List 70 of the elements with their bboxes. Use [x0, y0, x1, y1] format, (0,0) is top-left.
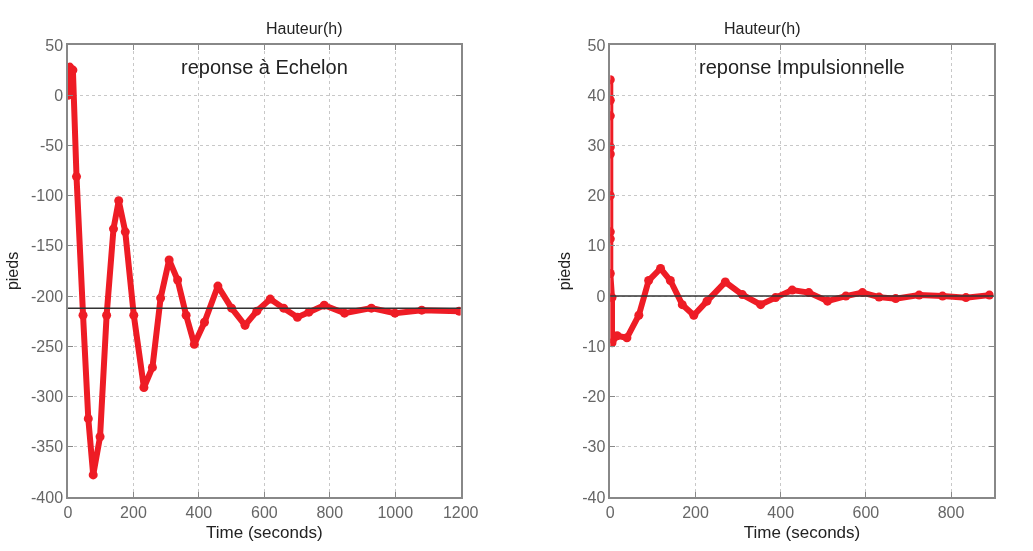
- point: [689, 310, 699, 320]
- point: [644, 276, 654, 286]
- y-tick-label: 20: [587, 187, 606, 205]
- annotation: reponse à Echelon: [181, 56, 348, 78]
- point: [173, 275, 183, 285]
- y-tick-label: -200: [31, 287, 64, 305]
- y-axis-title: pieds: [555, 251, 573, 291]
- x-tick-label: 200: [120, 503, 147, 521]
- point: [139, 383, 149, 393]
- y-tick-label: -150: [31, 237, 64, 255]
- point: [756, 300, 766, 310]
- x-tick-label: 600: [251, 503, 278, 521]
- point: [702, 296, 712, 306]
- point: [265, 294, 275, 304]
- point: [304, 307, 314, 317]
- point: [95, 432, 105, 442]
- chart-title: Hauteur(h): [266, 20, 343, 37]
- point: [622, 333, 632, 343]
- annotation: reponse Impulsionnelle: [699, 56, 905, 78]
- x-tick-label: 1200: [442, 503, 479, 521]
- point: [78, 310, 88, 320]
- y-axis-title: pieds: [4, 251, 22, 291]
- x-tick-label: 800: [937, 503, 965, 521]
- point: [199, 317, 209, 327]
- point: [823, 296, 833, 306]
- y-tick-label: -50: [39, 137, 64, 155]
- y-tick-label: -400: [31, 488, 64, 506]
- point: [120, 227, 130, 237]
- y-tick-label: 0: [54, 86, 64, 104]
- point: [787, 285, 797, 295]
- x-axis-title: Time (seconds): [743, 522, 861, 542]
- x-tick-label: 400: [185, 503, 213, 521]
- y-tick-label: -40: [582, 488, 606, 506]
- point: [181, 310, 191, 320]
- x-tick-label: 600: [852, 503, 880, 521]
- point: [340, 308, 350, 318]
- y-tick-label: -350: [31, 438, 64, 456]
- point: [72, 172, 82, 182]
- y-tick-label: -20: [582, 388, 606, 406]
- y-tick-label: -100: [31, 187, 64, 205]
- point: [83, 414, 93, 424]
- point: [720, 277, 730, 287]
- point: [147, 362, 157, 372]
- y-tick-label: -10: [582, 337, 606, 355]
- y-tick-label: 30: [587, 137, 606, 155]
- x-axis-title: Time (seconds): [206, 522, 323, 542]
- point: [129, 310, 139, 320]
- y-tick-label: 10: [587, 237, 606, 255]
- y-tick-label: -30: [582, 438, 606, 456]
- y-tick-label: -250: [31, 337, 64, 355]
- point: [156, 293, 166, 303]
- point: [108, 224, 118, 234]
- point: [390, 308, 400, 318]
- point: [677, 300, 687, 310]
- y-tick-label: -300: [31, 388, 64, 406]
- x-tick-label: 800: [316, 503, 344, 521]
- point: [240, 320, 250, 330]
- point: [634, 310, 644, 320]
- chart-title: Hauteur(h): [724, 20, 801, 37]
- x-tick-label: 1000: [377, 503, 414, 521]
- x-tick-label: 200: [682, 503, 709, 521]
- point: [292, 312, 302, 322]
- y-tick-label: 50: [45, 36, 64, 54]
- point: [665, 276, 675, 286]
- point: [102, 310, 112, 320]
- y-tick-label: 0: [596, 287, 606, 305]
- x-tick-label: 400: [767, 503, 795, 521]
- point: [88, 470, 98, 480]
- y-tick-label: 40: [587, 86, 606, 104]
- y-tick-label: 50: [587, 36, 606, 54]
